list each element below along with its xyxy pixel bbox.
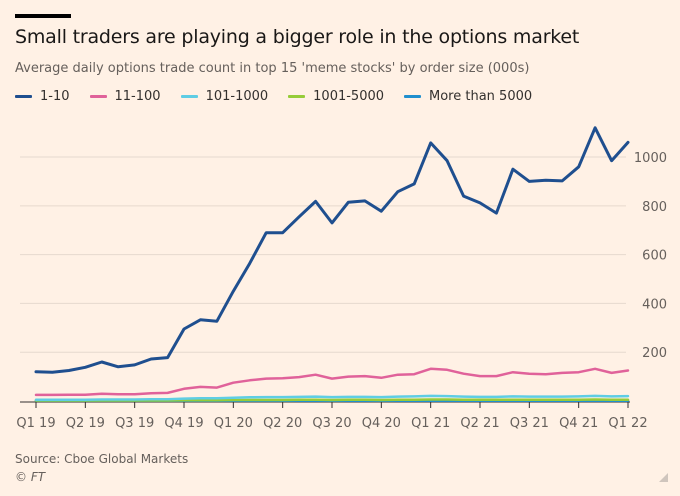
x-tick-label: Q3 21	[510, 416, 549, 431]
legend-item: 101-1000	[180, 89, 269, 104]
x-tick-label: Q4 19	[164, 416, 203, 431]
x-tick-label: Q1 22	[608, 416, 647, 431]
x-tick-label: Q1 21	[411, 416, 450, 431]
x-tick-label: Q1 20	[214, 416, 253, 431]
legend-item: 11-100	[89, 89, 161, 104]
x-tick-label: Q2 19	[66, 416, 105, 431]
x-tick-label: Q2 21	[460, 416, 499, 431]
legend-swatch	[89, 95, 107, 98]
legend-item: 1001-5000	[288, 89, 384, 104]
legend-label: 101-1000	[205, 89, 269, 104]
y-tick-label: 200	[642, 346, 667, 361]
x-tick-label: Q2 20	[263, 416, 302, 431]
legend-swatch	[404, 95, 422, 98]
legend-swatch	[288, 95, 306, 98]
y-tick-label: 400	[642, 297, 667, 312]
legend-label: 11-100	[114, 89, 161, 104]
legend-item: 1-10	[15, 89, 70, 104]
y-tick-label: 600	[642, 249, 667, 264]
x-tick-label: Q3 20	[312, 416, 351, 431]
y-tick-label: 1000	[634, 151, 667, 166]
legend-item: More than 5000	[404, 89, 532, 104]
legend-label: 1001-5000	[313, 89, 385, 104]
legend-swatch	[15, 95, 32, 98]
chart-legend: 1-10 11-100 101-1000 1001-5000 More than 500…	[15, 89, 552, 104]
series-line-1-10	[34, 126, 630, 374]
ft-credit: © FT	[15, 470, 46, 484]
chart-subtitle: Average daily options trade count in top…	[15, 61, 530, 76]
series-line-101-1000	[34, 394, 630, 402]
x-tick-label: Q3 19	[115, 416, 154, 431]
resize-corner-icon	[659, 473, 668, 482]
x-tick-label: Q4 21	[559, 416, 598, 431]
legend-label: 1-10	[40, 89, 70, 104]
source-note: Source: Cboe Global Markets	[15, 452, 189, 466]
legend-label: More than 5000	[429, 89, 533, 104]
y-tick-label: 800	[642, 200, 667, 215]
ft-header-bar	[15, 14, 71, 18]
legend-swatch	[180, 95, 198, 98]
x-tick-label: Q4 20	[362, 416, 401, 431]
chart-title: Small traders are playing a bigger role …	[15, 26, 580, 48]
series-line-11-100	[34, 367, 630, 397]
x-tick-label: Q1 19	[16, 416, 55, 431]
